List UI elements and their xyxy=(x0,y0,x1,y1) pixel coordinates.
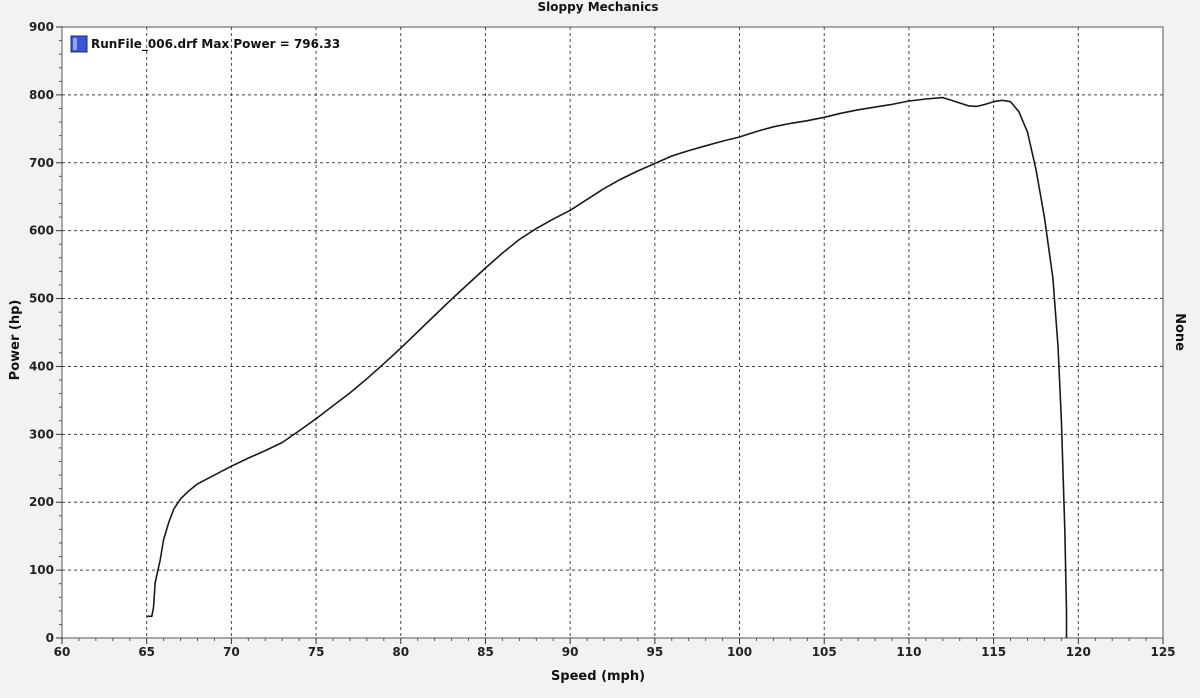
plot-area xyxy=(61,26,1164,639)
y-tick-label: 900 xyxy=(29,20,54,34)
legend: RunFile_006.drf Max Power = 796.33 xyxy=(70,35,340,53)
x-tick-label: 95 xyxy=(646,645,663,659)
x-tick-label: 75 xyxy=(308,645,325,659)
x-tick-label: 90 xyxy=(562,645,579,659)
x-tick-label: 115 xyxy=(981,645,1006,659)
power-curve-line xyxy=(146,96,1068,638)
x-tick-label: 65 xyxy=(138,645,155,659)
y2-axis-title: None xyxy=(1172,313,1187,351)
x-tick-label: 80 xyxy=(392,645,409,659)
axis-ticks xyxy=(56,26,1164,644)
x-axis-title: Speed (mph) xyxy=(551,669,645,684)
legend-swatch-highlight xyxy=(73,38,77,50)
tick-labels: 60 65 70 75 80 85 90 95 100 105 110 115 120 125 0 100 20… xyxy=(29,20,1176,659)
x-tick-label: 125 xyxy=(1150,645,1175,659)
x-tick-label: 70 xyxy=(223,645,240,659)
x-tick-label: 100 xyxy=(727,645,752,659)
y-tick-label: 300 xyxy=(29,427,54,441)
x-tick-label: 120 xyxy=(1066,645,1091,659)
y-tick-label: 0 xyxy=(46,631,54,645)
y-axis-title: Power (hp) xyxy=(8,300,23,381)
y-tick-label: 200 xyxy=(29,495,54,509)
y-tick-label: 100 xyxy=(29,563,54,577)
y-tick-label: 400 xyxy=(29,359,54,373)
series-layer xyxy=(146,96,1068,638)
x-tick-label: 60 xyxy=(54,645,71,659)
y-tick-label: 700 xyxy=(29,156,54,170)
y-tick-label: 600 xyxy=(29,224,54,238)
y-tick-label: 500 xyxy=(29,292,54,306)
x-tick-label: 85 xyxy=(477,645,494,659)
chart-title: Sloppy Mechanics xyxy=(538,0,659,14)
legend-label: RunFile_006.drf Max Power = 796.33 xyxy=(91,37,340,52)
y-tick-label: 800 xyxy=(29,88,54,102)
x-tick-label: 110 xyxy=(896,645,921,659)
x-tick-label: 105 xyxy=(812,645,837,659)
